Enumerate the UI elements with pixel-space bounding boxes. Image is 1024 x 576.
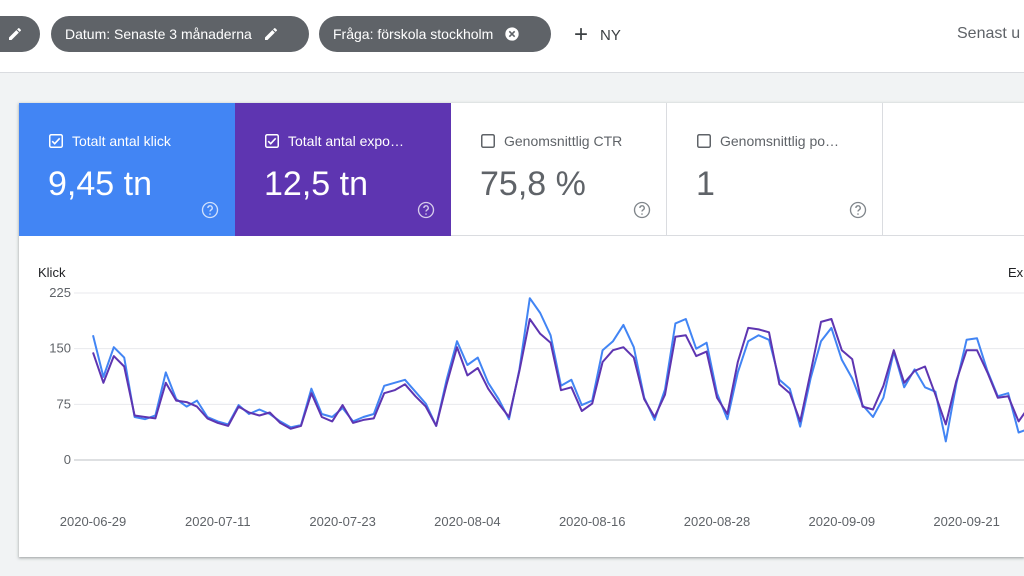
checkbox-unchecked-icon[interactable] [481, 134, 495, 148]
metric-label-row: Genomsnittlig CTR [481, 133, 622, 149]
query-filter-chip[interactable]: Fråga: förskola stockholm [319, 16, 551, 52]
metric-tile-clicks[interactable]: Totalt antal klick 9,45 tn [19, 103, 235, 236]
query-filter-label: Fråga: förskola stockholm [333, 26, 494, 42]
metric-value: 1 [696, 165, 715, 203]
y-tick-label: 150 [49, 341, 71, 356]
series-line-clicks [92, 297, 1024, 443]
y-axis-label-clicks: Klick [38, 265, 66, 280]
metric-value: 12,5 tn [264, 165, 368, 203]
edit-icon[interactable] [6, 25, 24, 43]
metric-tile-impressions[interactable]: Totalt antal expo… 12,5 tn [235, 103, 451, 236]
x-tick-label: 2020-08-04 [434, 514, 501, 529]
checkbox-checked-icon[interactable] [265, 134, 279, 148]
add-filter-label: NY [600, 26, 621, 44]
series-line-impressions [92, 318, 1024, 430]
performance-card: Totalt antal klick 9,45 tn Totalt antal … [19, 103, 1024, 557]
y-axis-label-impressions: Ex [1008, 265, 1024, 280]
x-tick-label: 2020-09-21 [933, 514, 1000, 529]
metric-label-row: Totalt antal expo… [265, 133, 404, 149]
metric-label: Genomsnittlig CTR [504, 133, 623, 149]
x-tick-label: 2020-09-09 [809, 514, 876, 529]
y-tick-label: 75 [57, 396, 71, 411]
x-tick-label: 2020-07-11 [185, 514, 251, 529]
y-tick-label: 225 [49, 285, 71, 300]
filter-chip-partial[interactable] [0, 16, 40, 52]
filter-bar: Datum: Senaste 3 månaderna Fråga: försko… [0, 0, 1024, 73]
date-filter-chip[interactable]: Datum: Senaste 3 månaderna [51, 16, 309, 52]
metric-label-row: Totalt antal klick [49, 133, 171, 149]
metric-tile-ctr[interactable]: Genomsnittlig CTR 75,8 % [451, 103, 667, 236]
checkbox-checked-icon[interactable] [49, 134, 63, 148]
x-tick-label: 2020-08-16 [559, 514, 626, 529]
last-updated-text: Senast u [957, 25, 1021, 42]
checkbox-unchecked-icon[interactable] [697, 134, 711, 148]
metric-tile-position[interactable]: Genomsnittlig po… 1 [667, 103, 883, 236]
x-tick-label: 2020-06-29 [60, 514, 127, 529]
metric-label: Totalt antal klick [72, 133, 171, 149]
date-filter-label: Datum: Senaste 3 månaderna [65, 26, 252, 42]
plus-icon: + [574, 21, 589, 48]
help-icon[interactable] [849, 201, 867, 219]
help-icon[interactable] [201, 201, 219, 219]
metric-label-row: Genomsnittlig po… [697, 133, 839, 149]
x-tick-label: 2020-07-23 [309, 514, 376, 529]
close-icon[interactable] [503, 25, 521, 43]
add-filter-button[interactable]: + NY [574, 22, 621, 48]
edit-icon[interactable] [262, 25, 280, 43]
help-icon[interactable] [633, 201, 651, 219]
help-icon[interactable] [417, 201, 435, 219]
y-tick-label: 0 [64, 452, 71, 467]
metric-value: 9,45 tn [48, 165, 152, 203]
metric-label: Totalt antal expo… [288, 133, 404, 149]
performance-line-chart: Klick Ex 0 75 150 225 2020-06-29 2020-07-11 2… [38, 265, 1024, 529]
metric-tile-empty [883, 103, 1024, 236]
metric-value: 75,8 % [480, 165, 586, 203]
x-tick-label: 2020-08-28 [684, 514, 751, 529]
metric-label: Genomsnittlig po… [720, 133, 840, 149]
